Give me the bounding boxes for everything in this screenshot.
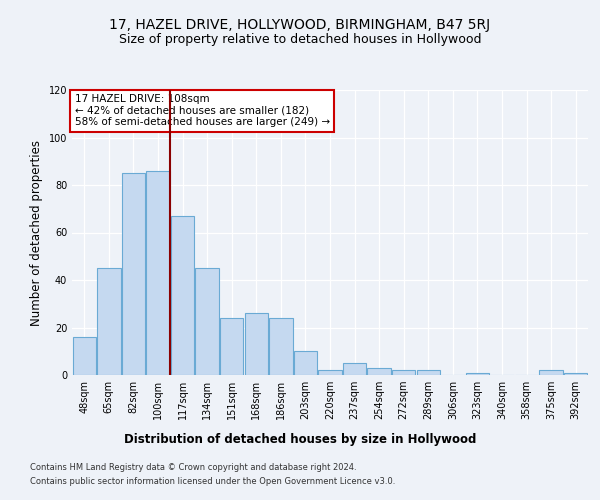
Bar xyxy=(220,318,244,375)
Bar xyxy=(73,337,96,375)
Text: Size of property relative to detached houses in Hollywood: Size of property relative to detached ho… xyxy=(119,32,481,46)
Bar xyxy=(146,171,170,375)
Bar xyxy=(392,370,415,375)
Bar xyxy=(122,173,145,375)
Bar xyxy=(539,370,563,375)
Text: 17 HAZEL DRIVE: 108sqm
← 42% of detached houses are smaller (182)
58% of semi-de: 17 HAZEL DRIVE: 108sqm ← 42% of detached… xyxy=(74,94,330,128)
Bar xyxy=(564,372,587,375)
Bar xyxy=(319,370,341,375)
Bar xyxy=(294,351,317,375)
Text: Contains public sector information licensed under the Open Government Licence v3: Contains public sector information licen… xyxy=(30,478,395,486)
Text: 17, HAZEL DRIVE, HOLLYWOOD, BIRMINGHAM, B47 5RJ: 17, HAZEL DRIVE, HOLLYWOOD, BIRMINGHAM, … xyxy=(109,18,491,32)
Text: Distribution of detached houses by size in Hollywood: Distribution of detached houses by size … xyxy=(124,432,476,446)
Bar xyxy=(367,368,391,375)
Bar xyxy=(171,216,194,375)
Bar xyxy=(245,313,268,375)
Bar xyxy=(466,372,489,375)
Bar xyxy=(196,268,219,375)
Bar xyxy=(416,370,440,375)
Bar xyxy=(97,268,121,375)
Bar xyxy=(269,318,293,375)
Y-axis label: Number of detached properties: Number of detached properties xyxy=(30,140,43,326)
Text: Contains HM Land Registry data © Crown copyright and database right 2024.: Contains HM Land Registry data © Crown c… xyxy=(30,462,356,471)
Bar xyxy=(343,363,366,375)
